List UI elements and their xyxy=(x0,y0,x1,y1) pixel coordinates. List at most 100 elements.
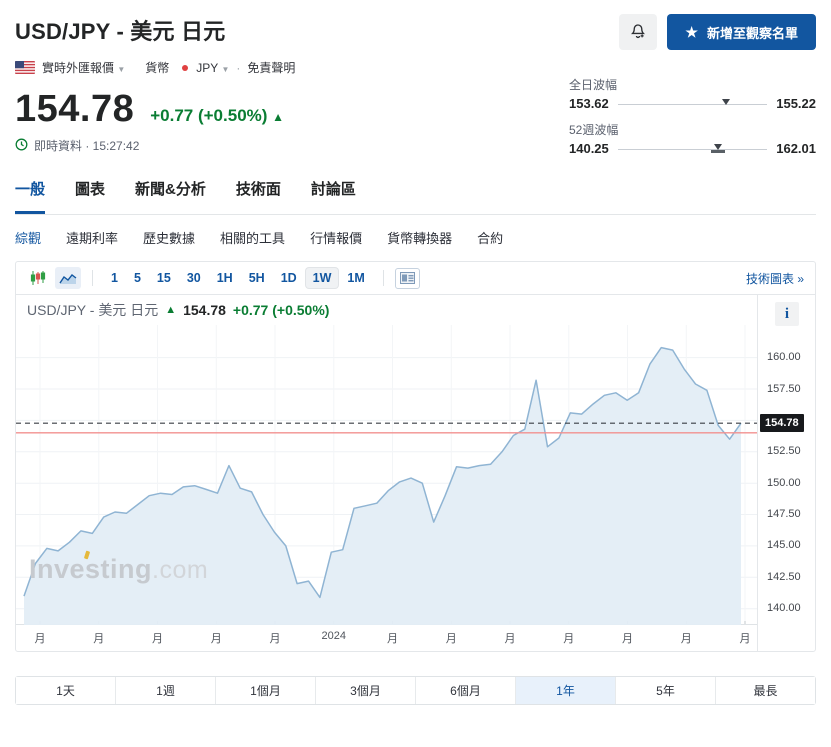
main-tabs: 一般 圖表 新聞&分析 技術面 討論區 xyxy=(15,178,816,215)
x-tick-label: 月 xyxy=(739,633,751,645)
x-tick-label: 月 xyxy=(210,633,222,645)
bell-plus-icon xyxy=(629,22,647,43)
chart-title-row: USD/JPY - 美元 日元 ▲ 154.78 +0.77 (+0.50%) xyxy=(16,295,815,325)
y-tick-label: 142.50 xyxy=(767,570,801,583)
interval-5[interactable]: 5 xyxy=(127,268,148,288)
y-tick-label: 145.00 xyxy=(767,539,801,552)
subtab-遠期利率[interactable]: 遠期利率 xyxy=(66,231,119,246)
clock-icon xyxy=(15,138,28,154)
category-label: 貨幣 xyxy=(145,61,170,75)
y-tick-label: 152.50 xyxy=(767,445,801,458)
period-1週[interactable]: 1週 xyxy=(116,677,216,704)
interval-1H[interactable]: 1H xyxy=(210,268,240,288)
week52-range-row: 140.25 162.01 xyxy=(569,141,816,156)
day-range-marker-icon xyxy=(722,98,731,105)
day-range-track xyxy=(617,98,768,110)
y-tick-label: 160.00 xyxy=(767,351,801,364)
interval-30[interactable]: 30 xyxy=(180,268,208,288)
instrument-meta: 實時外匯報價 ▼ 貨幣 JPY ▼ · 免責聲明 xyxy=(15,59,816,76)
alert-bell-button[interactable] xyxy=(619,14,658,50)
week52-range-bar-icon xyxy=(710,149,725,153)
subtab-綜觀[interactable]: 綜觀 xyxy=(15,231,42,246)
x-tick-label: 月 xyxy=(445,633,457,645)
watermark-bold: Investing xyxy=(29,554,153,584)
day-range-row: 153.62 155.22 xyxy=(569,96,816,111)
y-tick-label: 147.50 xyxy=(767,508,801,521)
area-chart-icon[interactable] xyxy=(55,267,81,289)
interval-buttons: 1 5 15 30 1H 5H 1D 1W 1M xyxy=(104,268,372,288)
chart-toolbar: 1 5 15 30 1H 5H 1D 1W 1M 技術圖表 » xyxy=(16,262,815,295)
x-tick-label: 月 xyxy=(563,633,575,645)
subtab-合約[interactable]: 合約 xyxy=(477,231,504,246)
add-to-watchlist-button[interactable]: ★ 新增至觀察名單 xyxy=(667,14,816,50)
week52-range-low: 140.25 xyxy=(569,141,609,156)
toolbar-divider xyxy=(92,270,93,286)
x-tick-label: 月 xyxy=(622,633,633,645)
chart-price: 154.78 xyxy=(183,302,226,318)
x-tick-label: 月 xyxy=(269,633,281,645)
tab-討論區[interactable]: 討論區 xyxy=(310,181,356,198)
week52-range-high: 162.01 xyxy=(776,141,816,156)
tab-一般[interactable]: 一般 xyxy=(15,178,46,214)
quote-block: 154.78 +0.77 (+0.50%) ▲ xyxy=(15,88,816,131)
chevron-down-icon: ▼ xyxy=(221,64,230,74)
tab-技術面[interactable]: 技術面 xyxy=(235,181,281,198)
x-tick-label: 月 xyxy=(93,633,105,645)
candlestick-chart-icon[interactable] xyxy=(25,267,51,289)
chart-plot-area[interactable]: Investing.com xyxy=(16,325,757,625)
interval-1W[interactable]: 1W xyxy=(305,268,339,288)
realtime-label: 即時資料 · 15:27:42 xyxy=(34,139,140,153)
tab-新聞&分析[interactable]: 新聞&分析 xyxy=(135,181,206,198)
interval-15[interactable]: 15 xyxy=(150,268,178,288)
x-tick-label: 月 xyxy=(680,633,692,645)
info-icon[interactable]: i xyxy=(775,302,799,326)
price-change: +0.77 (+0.50%) ▲ xyxy=(150,106,285,125)
period-最長[interactable]: 最長 xyxy=(716,677,815,704)
up-arrow-icon: ▲ xyxy=(272,110,285,124)
us-flag-icon xyxy=(15,61,35,74)
x-tick-label: 月 xyxy=(152,633,163,645)
chevron-down-icon: ▼ xyxy=(117,65,126,74)
interval-1M[interactable]: 1M xyxy=(340,268,371,288)
y-tick-label: 157.50 xyxy=(767,382,801,395)
period-5年[interactable]: 5年 xyxy=(616,677,716,704)
meta-separator: · xyxy=(236,60,241,75)
period-1天[interactable]: 1天 xyxy=(16,677,116,704)
x-tick-label: 2024 xyxy=(321,630,346,642)
sub-tabs: 綜觀 遠期利率 歷史數據 相關的工具 行情報價 貨幣轉換器 合約 xyxy=(15,228,816,247)
watermark: Investing.com xyxy=(29,550,208,585)
day-range-high: 155.22 xyxy=(776,96,816,111)
technical-chart-link[interactable]: 技術圖表 » xyxy=(745,271,804,286)
period-3個月[interactable]: 3個月 xyxy=(316,677,416,704)
quote-type-dropdown[interactable]: 實時外匯報價 ▼ xyxy=(42,59,125,76)
period-6個月[interactable]: 6個月 xyxy=(416,677,516,704)
disclaimer-link[interactable]: 免責聲明 xyxy=(247,61,296,75)
add-to-watchlist-label: 新增至觀察名單 xyxy=(706,25,798,41)
ranges-panel: 全日波幅 153.62 155.22 52週波幅 140.25 162.01 xyxy=(569,76,816,166)
chart-symbol: USD/JPY - 美元 日元 xyxy=(27,302,159,318)
live-dot-icon xyxy=(182,64,189,71)
currency-dropdown[interactable]: JPY ▼ xyxy=(196,61,229,75)
subtab-行情報價[interactable]: 行情報價 xyxy=(310,231,363,246)
y-tick-label: 150.00 xyxy=(767,476,801,489)
subtab-貨幣轉換器[interactable]: 貨幣轉換器 xyxy=(387,231,453,246)
interval-1[interactable]: 1 xyxy=(104,268,125,288)
header-actions: ★ 新增至觀察名單 xyxy=(619,14,816,50)
quote-type-label: 實時外匯報價 xyxy=(42,61,115,75)
x-tick-label: 月 xyxy=(387,633,398,645)
x-tick-label: 月 xyxy=(504,633,516,645)
period-1個月[interactable]: 1個月 xyxy=(216,677,316,704)
page-title: USD/JPY - 美元 日元 xyxy=(15,19,226,44)
day-range-label: 全日波幅 xyxy=(569,78,618,92)
timestamp-row: 即時資料 · 15:27:42 xyxy=(15,137,816,154)
interval-1D[interactable]: 1D xyxy=(274,268,304,288)
subtab-歷史數據[interactable]: 歷史數據 xyxy=(143,231,196,246)
x-tick-label: 月 xyxy=(34,633,46,645)
period-1年[interactable]: 1年 xyxy=(516,677,616,704)
news-panel-icon[interactable] xyxy=(394,267,420,289)
last-price: 154.78 xyxy=(15,88,135,130)
chart-up-arrow-icon: ▲ xyxy=(165,304,177,316)
subtab-相關的工具[interactable]: 相關的工具 xyxy=(220,231,286,246)
tab-圖表[interactable]: 圖表 xyxy=(75,181,106,198)
interval-5H[interactable]: 5H xyxy=(242,268,272,288)
